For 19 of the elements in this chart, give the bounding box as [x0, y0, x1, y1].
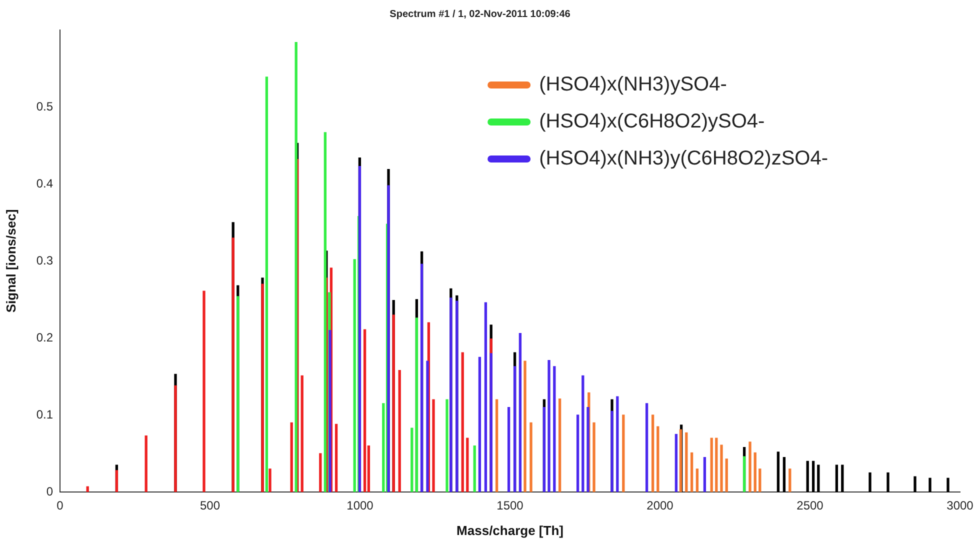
y-tick-label: 0: [46, 484, 54, 498]
y-axis-title: Signal [ions/sec]: [3, 209, 18, 313]
y-tick-label: 0.4: [36, 176, 54, 190]
y-tick-label: 0.3: [36, 253, 54, 268]
y-tick-label: 0.5: [36, 99, 54, 114]
x-tick-label: 0: [56, 498, 64, 513]
x-tick-label: 2500: [796, 498, 824, 513]
x-axis-title: Mass/charge [Th]: [456, 522, 564, 538]
y-tick-label: 0.1: [36, 407, 54, 422]
x-tick-label: 500: [200, 498, 220, 513]
x-tick-label: 3000: [946, 498, 974, 513]
legend-label: (HSO4)x(NH3)y(C6H8O2)zSO4-: [539, 148, 828, 170]
chart-title: Spectrum #1 / 1, 02-Nov-2011 10:09:46: [390, 8, 571, 20]
x-tick-label: 2000: [646, 498, 674, 513]
legend-label: (HSO4)x(C6H8O2)ySO4-: [539, 110, 765, 133]
x-tick-label: 1000: [346, 498, 374, 513]
x-tick-label: 1500: [496, 498, 524, 513]
y-tick-label: 0.2: [36, 330, 54, 344]
legend-label: (HSO4)x(NH3)ySO4-: [539, 74, 727, 96]
